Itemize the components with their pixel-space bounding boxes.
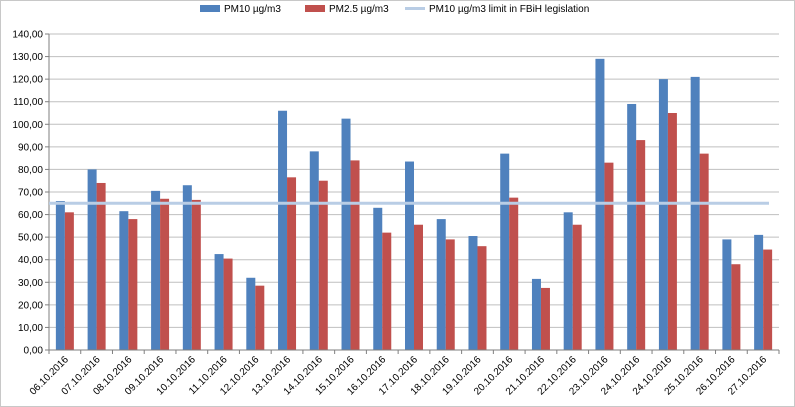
- y-tick-label: 10,00: [18, 323, 43, 334]
- bar-pm25: [540, 287, 550, 350]
- y-tick-label: 40,00: [18, 255, 43, 266]
- legend: PM10 µg/m3 PM2.5 µg/m3 PM10 µg/m3 limit in…: [200, 4, 589, 15]
- bar-pm25: [572, 224, 582, 350]
- bar-pm25: [255, 285, 265, 350]
- legend-swatch: [305, 5, 325, 12]
- bar-pm25: [318, 180, 328, 350]
- bar-pm25: [477, 246, 487, 350]
- bar-pm10: [151, 190, 161, 350]
- bar-pm25: [699, 153, 709, 350]
- bar-pm25: [509, 197, 519, 350]
- y-axis: 0,00 10,00 20,00 30,00 40,00 50,00 60,00 70,00 8…: [12, 30, 50, 357]
- bar-pm25: [160, 198, 170, 350]
- bar-pm10: [246, 277, 256, 350]
- bar-pm25: [414, 224, 423, 350]
- bar-pm25: [96, 182, 106, 350]
- bar-pm10: [436, 219, 446, 350]
- bar-pm10: [278, 110, 288, 350]
- bar-pm25: [667, 113, 677, 350]
- y-tick-label: 50,00: [18, 233, 43, 244]
- bar-pm10: [468, 236, 478, 350]
- bar-pm25: [731, 264, 741, 350]
- y-tick-label: 120,00: [12, 75, 43, 86]
- legend-item-pm25: PM2.5 µg/m3: [305, 4, 389, 15]
- bar-pm10: [405, 161, 414, 350]
- y-tick-label: 20,00: [18, 300, 43, 311]
- bar-pm25: [350, 160, 360, 350]
- bar-pm25: [763, 249, 773, 350]
- y-tick-label: 30,00: [18, 278, 43, 289]
- bar-pm25: [382, 232, 392, 350]
- bar-pm10: [341, 118, 351, 351]
- bar-pm25: [191, 199, 201, 350]
- bar-pm10: [214, 254, 224, 350]
- bar-pm10: [182, 185, 192, 350]
- legend-label: PM2.5 µg/m3: [329, 4, 389, 15]
- bar-pm10: [658, 79, 668, 351]
- bar-pm10: [119, 211, 129, 350]
- bar-pm10: [627, 103, 637, 350]
- legend-label: PM10 µg/m3 limit in FBiH legislation: [429, 4, 589, 15]
- y-tick-label: 90,00: [18, 142, 43, 153]
- bar-pm25: [223, 258, 233, 350]
- bar-pm25: [604, 162, 614, 350]
- y-tick-label: 0,00: [24, 346, 44, 357]
- legend-item-pm10: PM10 µg/m3: [200, 4, 281, 15]
- bar-pm10: [500, 153, 510, 350]
- y-tick-label: 60,00: [18, 210, 43, 221]
- bar-pm10: [690, 76, 700, 350]
- bar-pm10: [373, 207, 383, 350]
- bar-pm25: [636, 140, 646, 350]
- bar-pm10: [87, 169, 97, 350]
- y-tick-label: 80,00: [18, 165, 43, 176]
- bar-pm25: [64, 212, 74, 350]
- bar-pm10: [722, 239, 732, 350]
- y-tick-label: 100,00: [12, 120, 43, 131]
- y-tick-label: 110,00: [13, 97, 43, 108]
- legend-label: PM10 µg/m3: [224, 4, 281, 15]
- bar-pm10: [309, 151, 319, 350]
- legend-item-limit: PM10 µg/m3 limit in FBiH legislation: [405, 4, 589, 15]
- legend-swatch: [200, 5, 220, 12]
- x-axis: 06.10.201607.10.201608.10.201609.10.2016…: [28, 349, 780, 398]
- bar-pm25: [128, 219, 138, 350]
- bar-pm10: [754, 234, 764, 350]
- y-tick-label: 140,00: [12, 30, 43, 41]
- bar-pm25: [287, 177, 297, 350]
- bar-pm10: [55, 201, 65, 350]
- y-tick-label: 130,00: [12, 52, 43, 63]
- bar-pm25: [445, 239, 455, 350]
- y-tick-label: 70,00: [18, 188, 43, 199]
- bar-pm10: [531, 278, 541, 350]
- bar-pm10: [563, 212, 573, 350]
